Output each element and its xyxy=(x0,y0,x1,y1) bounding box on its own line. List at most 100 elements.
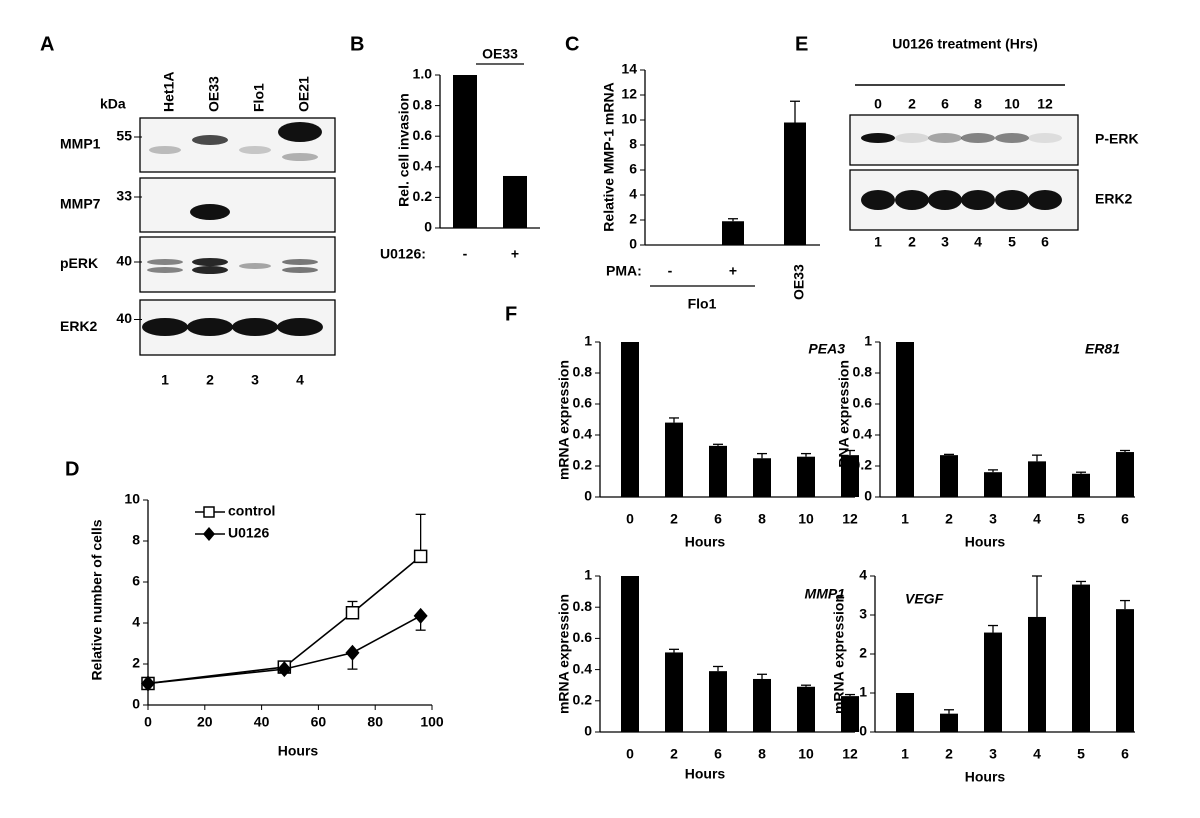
y-tick-label: 0.6 xyxy=(573,395,593,411)
y-tick-label: 4 xyxy=(629,186,637,202)
band xyxy=(1028,190,1062,210)
bar xyxy=(453,75,477,228)
bar xyxy=(784,122,806,245)
x-tick-label: 12 xyxy=(842,511,858,527)
x-tick-label: OE33 xyxy=(791,264,807,300)
x-tick-label: - xyxy=(668,263,673,279)
band xyxy=(147,259,183,265)
lane-number: 2 xyxy=(206,372,214,388)
lane-number: 4 xyxy=(296,372,304,388)
band xyxy=(277,318,323,336)
bar xyxy=(709,445,727,497)
y-tick-label: 0.4 xyxy=(853,426,873,442)
legend-label: U0126 xyxy=(228,525,269,541)
panel-label: C xyxy=(565,33,579,55)
y-tick-label: 6 xyxy=(629,161,637,177)
band xyxy=(282,259,318,265)
lane-label: OE21 xyxy=(296,76,312,112)
x-tick-label: 40 xyxy=(254,714,270,730)
row-label: ERK2 xyxy=(1095,191,1133,207)
chart-title: MMP1 xyxy=(805,586,846,602)
chart-title: VEGF xyxy=(905,591,944,607)
bar xyxy=(940,713,958,732)
y-axis-label: mRNA expression xyxy=(556,360,572,480)
marker xyxy=(277,661,292,678)
band xyxy=(895,190,929,210)
mw-marker: 40 xyxy=(116,310,132,326)
marker xyxy=(345,606,360,620)
y-tick-label: 0.2 xyxy=(573,692,593,708)
bar xyxy=(665,422,683,497)
lane-number: 1 xyxy=(161,372,169,388)
band xyxy=(149,146,181,154)
lane-label: 2 xyxy=(908,96,916,112)
marker xyxy=(345,644,360,661)
x-tick-label: 10 xyxy=(798,746,814,762)
y-tick-label: 2 xyxy=(859,645,867,661)
y-tick-label: 0.8 xyxy=(413,96,433,112)
blot-row xyxy=(139,177,336,233)
y-tick-label: 10 xyxy=(124,491,140,507)
bar xyxy=(984,472,1002,497)
x-tick-label: 10 xyxy=(798,511,814,527)
y-tick-label: 10 xyxy=(621,111,637,127)
band xyxy=(861,190,895,210)
x-axis-label: Hours xyxy=(685,766,726,782)
bar xyxy=(621,342,639,497)
y-tick-label: 1.0 xyxy=(413,66,433,82)
band xyxy=(928,133,962,143)
y-axis-label: mRNA expression xyxy=(836,360,852,480)
band xyxy=(282,267,318,273)
row-label: ERK2 xyxy=(60,318,98,334)
x-tick-label: 0 xyxy=(626,746,634,762)
mw-marker: 40 xyxy=(116,253,132,269)
x-tick-label: 60 xyxy=(311,714,327,730)
y-tick-label: 0.2 xyxy=(573,457,593,473)
lane-label: 0 xyxy=(874,96,882,112)
y-tick-label: 2 xyxy=(132,655,140,671)
x-tick-label: 8 xyxy=(758,511,766,527)
x-tick-label: 80 xyxy=(367,714,383,730)
x-tick-label: 2 xyxy=(670,511,678,527)
y-tick-label: 0.6 xyxy=(573,629,593,645)
y-tick-label: 4 xyxy=(132,614,140,630)
blot-title: U0126 treatment (Hrs) xyxy=(892,36,1038,52)
x-tick-label: 2 xyxy=(670,746,678,762)
chart-title: ER81 xyxy=(1085,341,1120,357)
lane-label: Flo1 xyxy=(251,83,267,112)
legend-label: control xyxy=(228,503,275,519)
bar xyxy=(753,678,771,732)
y-tick-label: 1 xyxy=(584,333,592,349)
lane-number: 1 xyxy=(874,234,882,250)
bar xyxy=(503,175,527,228)
lane-number: 3 xyxy=(251,372,259,388)
y-axis-label: mRNA expression xyxy=(831,594,847,714)
series-line xyxy=(147,555,422,685)
lane-number: 6 xyxy=(1041,234,1049,250)
x-tick-label: 12 xyxy=(842,746,858,762)
band xyxy=(192,258,228,266)
x-tick-label: 3 xyxy=(989,511,997,527)
y-tick-label: 0.4 xyxy=(573,426,593,442)
y-tick-label: 3 xyxy=(859,606,867,622)
bar xyxy=(896,693,914,732)
bar xyxy=(1072,473,1090,497)
band xyxy=(995,190,1029,210)
x-tick-label: 100 xyxy=(420,714,444,730)
x-axis-label: Hours xyxy=(965,769,1006,785)
x-tick-label: + xyxy=(511,246,519,262)
y-tick-label: 0 xyxy=(132,696,140,712)
x-axis-label: U0126: xyxy=(380,246,426,262)
x-tick-label: 3 xyxy=(989,746,997,762)
band xyxy=(278,122,322,142)
x-tick-label: + xyxy=(729,263,737,279)
band xyxy=(961,190,995,210)
y-axis-label: Relative MMP-1 mRNA xyxy=(601,82,617,231)
band xyxy=(239,263,271,269)
lane-number: 4 xyxy=(974,234,982,250)
bar xyxy=(1028,616,1046,732)
y-tick-label: 0 xyxy=(629,236,637,252)
band xyxy=(1028,133,1062,143)
y-tick-label: 8 xyxy=(629,136,637,152)
